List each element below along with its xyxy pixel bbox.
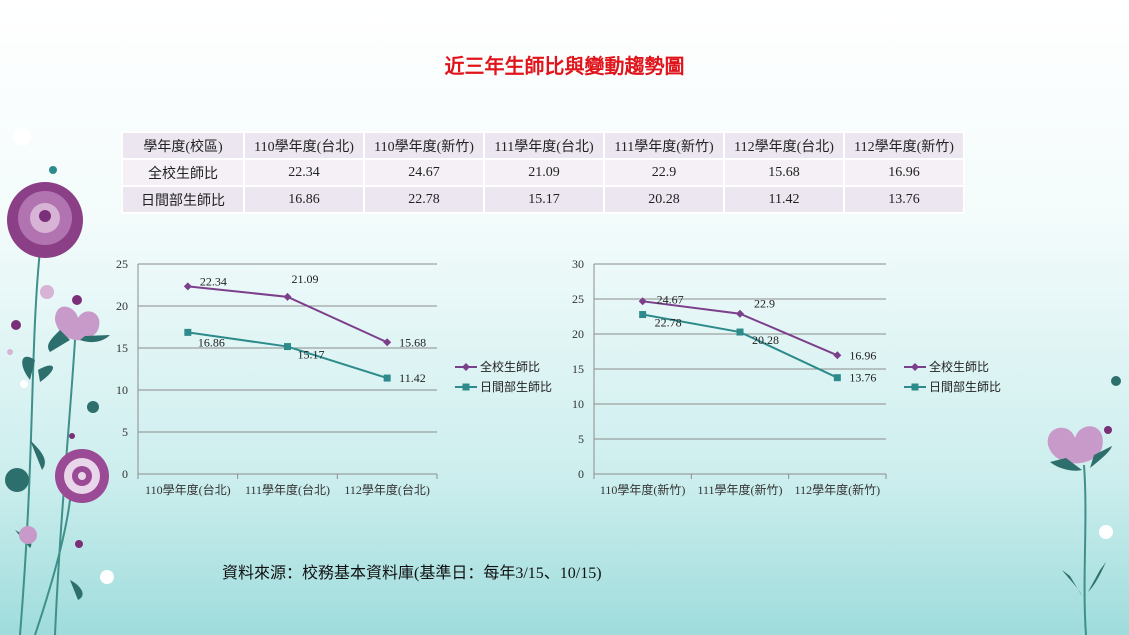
table-cell: 15.17 — [483, 185, 605, 214]
table-row-label: 日間部生師比 — [121, 185, 245, 214]
flower-large-purple — [7, 182, 83, 258]
data-label: 16.86 — [198, 335, 225, 349]
data-point — [833, 351, 842, 360]
table-cell: 20.28 — [603, 185, 725, 214]
y-tick-label: 25 — [572, 292, 584, 306]
x-tick-label: 112學年度(新竹) — [795, 482, 881, 497]
table-cell: 16.86 — [243, 185, 365, 214]
data-point — [184, 328, 192, 336]
table-header-cell: 112學年度(台北) — [723, 131, 845, 160]
table-cell: 15.68 — [723, 158, 845, 187]
table-cell: 24.67 — [363, 158, 485, 187]
data-label: 21.09 — [292, 272, 319, 286]
y-tick-label: 0 — [578, 467, 584, 481]
data-point — [639, 311, 647, 319]
table-header-cell: 111學年度(新竹) — [603, 131, 725, 160]
legend-label: 全校生師比 — [480, 359, 540, 374]
y-tick-label: 5 — [578, 432, 584, 446]
table-header-cell: 110學年度(台北) — [243, 131, 365, 160]
legend-label: 全校生師比 — [929, 359, 989, 374]
data-point — [183, 282, 192, 291]
data-label: 22.9 — [754, 297, 775, 311]
data-point — [283, 292, 292, 301]
data-point — [736, 328, 744, 336]
data-point — [383, 338, 392, 347]
data-label: 24.67 — [657, 292, 684, 306]
y-tick-label: 15 — [116, 341, 128, 355]
data-label: 22.34 — [200, 274, 227, 288]
y-tick-label: 15 — [572, 362, 584, 376]
y-tick-label: 5 — [122, 425, 128, 439]
x-tick-label: 111學年度(新竹) — [697, 482, 782, 497]
table-row: 日間部生師比 16.86 22.78 15.17 20.28 11.42 13.… — [121, 185, 965, 214]
table-cell: 16.96 — [843, 158, 965, 187]
right-flower — [1047, 426, 1112, 635]
legend-label: 日間部生師比 — [480, 379, 552, 394]
table-row: 全校生師比 22.34 24.67 21.09 22.9 15.68 16.96 — [121, 158, 965, 187]
y-tick-label: 10 — [572, 397, 584, 411]
flower-round-purple — [55, 449, 109, 503]
data-point — [284, 343, 291, 351]
data-label: 13.76 — [849, 371, 876, 385]
data-point — [736, 309, 744, 318]
table-header-cell: 111學年度(台北) — [483, 131, 605, 160]
table-cell: 21.09 — [483, 158, 605, 187]
data-label: 22.78 — [655, 316, 682, 330]
table-header-row: 學年度(校區) 110學年度(台北) 110學年度(新竹) 111學年度(台北)… — [121, 131, 965, 160]
ratio-table: 學年度(校區) 110學年度(台北) 110學年度(新竹) 111學年度(台北)… — [121, 131, 965, 214]
legend-label: 日間部生師比 — [929, 379, 1001, 394]
data-point — [383, 374, 391, 382]
legend-marker — [911, 383, 919, 391]
x-tick-label: 110學年度(台北) — [145, 482, 231, 497]
table-cell: 22.9 — [603, 158, 725, 187]
table-row-label: 全校生師比 — [121, 158, 245, 187]
x-tick-label: 111學年度(台北) — [245, 482, 330, 497]
y-tick-label: 25 — [116, 257, 128, 271]
data-point — [638, 297, 647, 306]
table-header-cell: 學年度(校區) — [121, 131, 245, 160]
y-tick-label: 20 — [572, 327, 584, 341]
data-label: 15.68 — [399, 335, 426, 349]
table-header-cell: 110學年度(新竹) — [363, 131, 485, 160]
table-header-cell: 112學年度(新竹) — [843, 131, 965, 160]
data-label: 20.28 — [752, 333, 779, 347]
y-tick-label: 30 — [572, 257, 584, 271]
flower-pink-tulip — [48, 306, 110, 352]
small-dots — [5, 128, 1121, 584]
y-tick-label: 10 — [116, 383, 128, 397]
slide-title: 近三年生師比與變動趨勢圖 — [444, 54, 685, 78]
legend-marker — [462, 383, 470, 391]
table-cell: 11.42 — [723, 185, 845, 214]
table-cell: 13.76 — [843, 185, 965, 214]
data-point — [833, 374, 841, 382]
data-label: 11.42 — [399, 371, 426, 385]
legend-marker — [462, 363, 470, 371]
y-tick-label: 20 — [116, 299, 128, 313]
table-cell: 22.78 — [363, 185, 485, 214]
data-label: 16.96 — [849, 348, 876, 362]
x-tick-label: 110學年度(新竹) — [600, 482, 686, 497]
data-label: 15.17 — [298, 348, 325, 362]
source-note: 資料來源：校務基本資料庫(基準日：每年3/15、10/15) — [222, 565, 602, 582]
x-tick-label: 112學年度(台北) — [344, 482, 430, 497]
legend-marker — [911, 363, 919, 371]
table-cell: 22.34 — [243, 158, 365, 187]
y-tick-label: 0 — [122, 467, 128, 481]
